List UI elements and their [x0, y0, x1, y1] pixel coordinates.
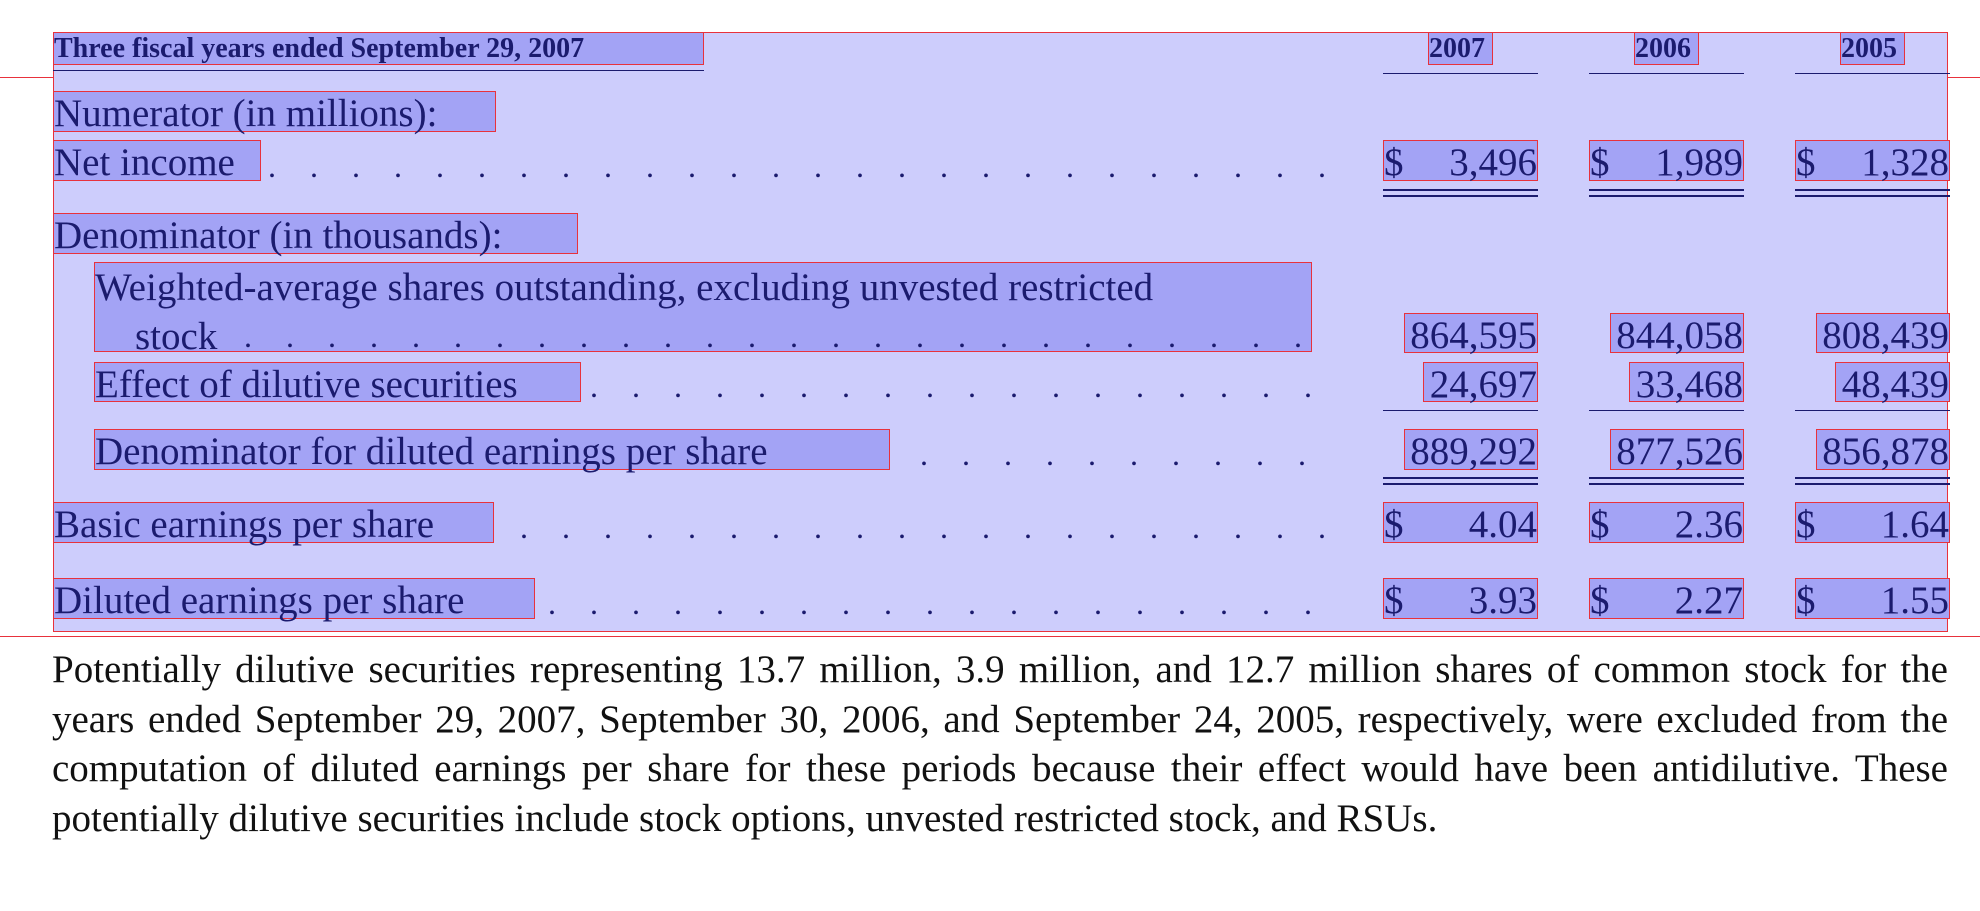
currency-symbol: $	[1384, 141, 1404, 184]
double-rule	[1383, 477, 1538, 479]
double-rule	[1589, 195, 1744, 197]
diluted-eps-2007-cell: $ 3.93	[1383, 578, 1538, 622]
weighted-average-2006: 844,058	[1610, 313, 1744, 355]
weighted-average-2005: 808,439	[1816, 313, 1950, 355]
guide-line-bottom	[0, 636, 1980, 637]
currency-symbol: $	[1590, 141, 1610, 184]
year-2006-header: 2006	[1634, 32, 1699, 65]
leader-dots: . . . . . . . . . . . . . . . . . . . . …	[590, 370, 1338, 402]
subtotal-rule	[1383, 410, 1538, 411]
dilutive-effect-2006: 33,468	[1629, 362, 1744, 404]
year-2005-header: 2005	[1840, 32, 1905, 65]
basic-eps-2005-cell: $ 1.64	[1795, 502, 1950, 546]
header-underline	[53, 70, 704, 71]
leader-dots: . . . . . . . . . . . . . . . . . . . . …	[520, 511, 1338, 543]
double-rule	[1589, 189, 1744, 191]
net-income-2006: 1,989	[1655, 141, 1743, 184]
dilutive-effect-2005: 48,439	[1835, 362, 1950, 404]
double-rule	[1383, 189, 1538, 191]
footnote-paragraph: Potentially dilutive securities represen…	[52, 648, 1948, 840]
basic-eps-2007: 4.04	[1468, 503, 1537, 546]
numerator-heading: Numerator (in millions):	[53, 91, 496, 133]
currency-symbol: $	[1796, 579, 1816, 622]
basic-eps-2007-cell: $ 4.04	[1383, 502, 1538, 546]
year-2005-underline	[1795, 73, 1950, 74]
dilutive-effect-label: Effect of dilutive securities	[94, 362, 581, 404]
diluted-denominator-2006: 877,526	[1610, 429, 1744, 471]
diluted-eps-2005: 1.55	[1880, 579, 1949, 622]
currency-symbol: $	[1590, 503, 1610, 546]
diluted-eps-2006-cell: $ 2.27	[1589, 578, 1744, 622]
net-income-label: Net income	[53, 140, 261, 182]
year-2007-header: 2007	[1428, 32, 1493, 65]
leader-dots: . . . . . . . . . . . . . . . . . . . . …	[268, 150, 1338, 182]
double-rule	[1795, 189, 1950, 191]
year-2006-underline	[1589, 73, 1744, 74]
year-2007-underline	[1383, 73, 1538, 74]
basic-eps-2006: 2.36	[1674, 503, 1743, 546]
double-rule	[1795, 195, 1950, 197]
dilutive-effect-2007: 24,697	[1423, 362, 1538, 404]
weighted-average-label-line2: stock	[135, 315, 218, 358]
diluted-denominator-label: Denominator for diluted earnings per sha…	[94, 429, 890, 471]
diluted-eps-2006: 2.27	[1674, 579, 1743, 622]
double-rule	[1383, 483, 1538, 485]
basic-eps-label: Basic earnings per share	[53, 502, 494, 544]
subtotal-rule	[1589, 410, 1744, 411]
currency-symbol: $	[1384, 579, 1404, 622]
net-income-2007: 3,496	[1449, 141, 1537, 184]
double-rule	[1795, 483, 1950, 485]
table-header-title: Three fiscal years ended September 29, 2…	[53, 32, 704, 65]
diluted-eps-label: Diluted earnings per share	[53, 578, 535, 620]
net-income-2007-cell: $ 3,496	[1383, 140, 1538, 184]
double-rule	[1795, 477, 1950, 479]
currency-symbol: $	[1384, 503, 1404, 546]
double-rule	[1589, 477, 1744, 479]
currency-symbol: $	[1590, 579, 1610, 622]
net-income-2005-cell: $ 1,328	[1795, 140, 1950, 184]
diluted-denominator-2007: 889,292	[1404, 429, 1538, 471]
double-rule	[1589, 483, 1744, 485]
diluted-eps-2007: 3.93	[1468, 579, 1537, 622]
denominator-heading: Denominator (in thousands):	[53, 213, 578, 255]
leader-dots: . . . . . . . . . . . . . . . . . . . . …	[920, 438, 1338, 470]
weighted-average-2007: 864,595	[1404, 313, 1538, 355]
diluted-denominator-2005: 856,878	[1816, 429, 1950, 471]
currency-symbol: $	[1796, 503, 1816, 546]
net-income-2005: 1,328	[1861, 141, 1949, 184]
weighted-average-label-line1: Weighted-average shares outstanding, exc…	[95, 266, 1154, 309]
leader-dots: . . . . . . . . . . . . . . . . . . . . …	[548, 587, 1338, 619]
currency-symbol: $	[1796, 141, 1816, 184]
leader-dots: . . . . . . . . . . . . . . . . . . . . …	[244, 320, 1338, 352]
weighted-average-label: Weighted-average shares outstanding, exc…	[94, 262, 1312, 358]
diluted-eps-2005-cell: $ 1.55	[1795, 578, 1950, 622]
subtotal-rule	[1795, 410, 1950, 411]
basic-eps-2005: 1.64	[1880, 503, 1949, 546]
basic-eps-2006-cell: $ 2.36	[1589, 502, 1744, 546]
net-income-2006-cell: $ 1,989	[1589, 140, 1744, 184]
double-rule	[1383, 195, 1538, 197]
